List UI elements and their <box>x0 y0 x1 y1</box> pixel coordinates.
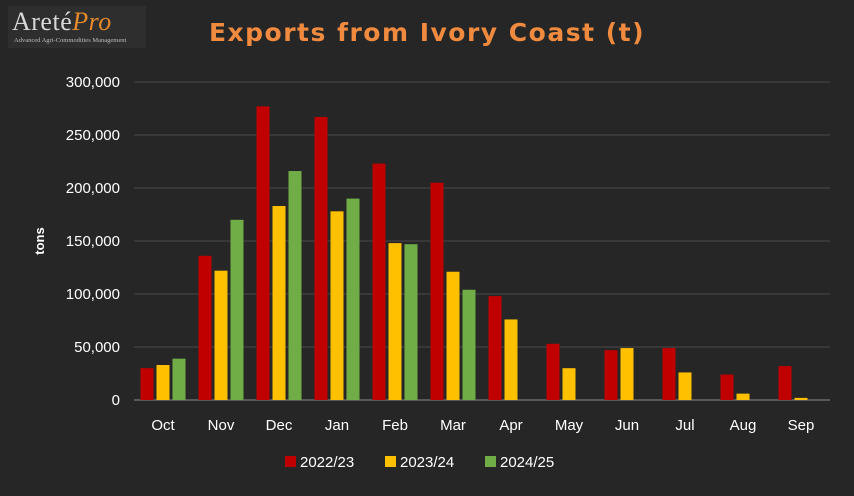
bar-2023-24-apr <box>504 319 518 400</box>
bar-2023-24-sep <box>794 397 808 400</box>
bar-2024-25-feb <box>404 244 418 400</box>
x-tick-label: Feb <box>382 417 408 434</box>
bar-2023-24-jun <box>620 348 634 400</box>
arete-pro-logo: AretéPro Advanced Agri-Commodities Manag… <box>8 6 146 48</box>
bar-2022-23-jan <box>314 116 328 400</box>
bar-2022-23-oct <box>140 368 154 400</box>
y-tick-label: 300,000 <box>66 74 120 91</box>
logo-brand: AretéPro <box>12 7 112 37</box>
chart-title: Exports from Ivory Coast (t) <box>208 18 646 47</box>
legend-label: 2024/25 <box>500 454 554 471</box>
y-axis-label: tons <box>32 227 47 254</box>
x-tick-label: Jan <box>325 417 349 434</box>
y-tick-label: 0 <box>112 392 120 409</box>
bar-2023-24-dec <box>272 206 286 400</box>
x-tick-label: Jul <box>675 417 694 434</box>
legend-swatch <box>385 456 396 467</box>
bar-2024-25-nov <box>230 219 244 400</box>
bar-2022-23-apr <box>488 296 502 400</box>
bar-2022-23-jun <box>604 350 618 400</box>
bar-2023-24-aug <box>736 393 750 400</box>
bar-2023-24-nov <box>214 270 228 400</box>
bar-2022-23-feb <box>372 163 386 400</box>
logo-brand-pro: Pro <box>72 7 112 36</box>
y-tick-label: 100,000 <box>66 286 120 303</box>
y-tick-label: 200,000 <box>66 180 120 197</box>
x-tick-label: Mar <box>440 417 466 434</box>
bar-2022-23-sep <box>778 366 792 400</box>
bar-2023-24-jul <box>678 372 692 400</box>
legend-label: 2023/24 <box>400 454 454 471</box>
x-tick-label: Dec <box>266 417 293 434</box>
x-tick-label: Apr <box>499 417 522 434</box>
bar-2022-23-dec <box>256 106 270 400</box>
x-tick-label: Oct <box>151 417 175 434</box>
legend-label: 2022/23 <box>300 454 354 471</box>
logo-brand-main: Areté <box>12 7 73 36</box>
bar-2024-25-dec <box>288 171 302 400</box>
bar-2023-24-may <box>562 368 576 400</box>
x-tick-label: May <box>555 417 584 434</box>
y-tick-label: 150,000 <box>66 233 120 250</box>
logo-tagline: Advanced Agri-Commodities Management <box>14 37 127 44</box>
x-tick-label: Aug <box>730 417 757 434</box>
bar-2022-23-jul <box>662 348 676 400</box>
bar-2024-25-oct <box>172 358 186 400</box>
x-tick-label: Nov <box>208 417 235 434</box>
y-tick-label: 50,000 <box>74 339 120 356</box>
bar-2022-23-aug <box>720 374 734 400</box>
bar-2023-24-jan <box>330 211 344 400</box>
x-tick-label: Sep <box>788 417 815 434</box>
bar-2024-25-mar <box>462 289 476 400</box>
bar-2024-25-jan <box>346 198 360 400</box>
legend-swatch <box>285 456 296 467</box>
bar-2022-23-nov <box>198 255 212 400</box>
bar-2023-24-mar <box>446 271 460 400</box>
x-tick-label: Jun <box>615 417 639 434</box>
bar-2022-23-mar <box>430 182 444 400</box>
y-tick-label: 250,000 <box>66 127 120 144</box>
bar-2023-24-oct <box>156 365 170 400</box>
bar-2022-23-may <box>546 343 560 400</box>
legend-swatch <box>485 456 496 467</box>
bar-2023-24-feb <box>388 243 402 400</box>
